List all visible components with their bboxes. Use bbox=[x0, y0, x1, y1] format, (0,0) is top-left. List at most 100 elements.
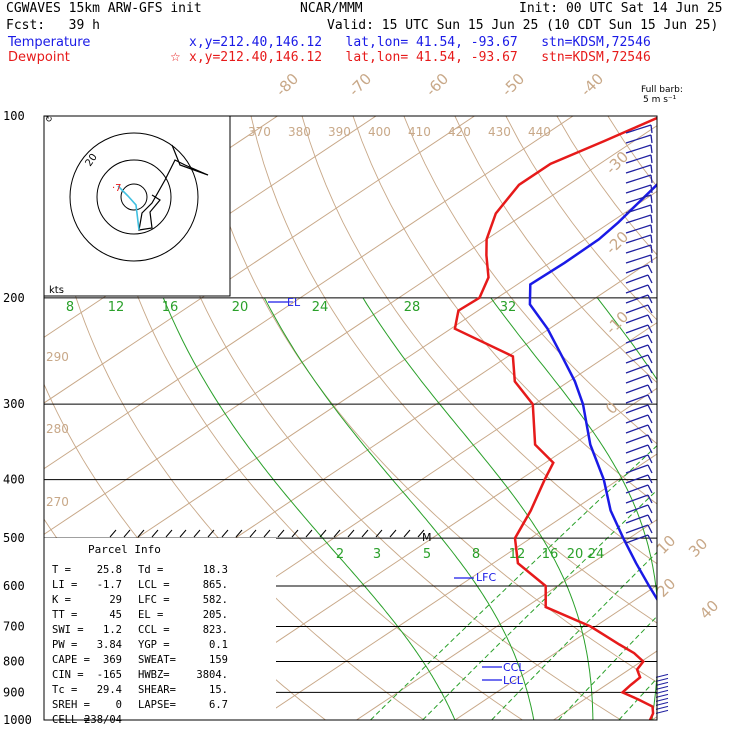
parcel-info-cell: 0 bbox=[116, 699, 122, 711]
parcel-info-cell: 3.84 bbox=[97, 639, 122, 651]
wind-barb-lowlevel bbox=[655, 709, 669, 714]
wind-barb-flag bbox=[625, 384, 649, 394]
hodograph-corner-glyph: ↻ bbox=[45, 115, 53, 125]
theta-label: 410 bbox=[408, 125, 431, 139]
wind-barb-staff bbox=[647, 274, 653, 284]
wind-barb-flag bbox=[625, 294, 649, 304]
hatch-mark bbox=[179, 529, 187, 538]
wind-barb-flag bbox=[625, 204, 652, 214]
parcel-info-cell: LFC = bbox=[138, 594, 170, 606]
hodograph-trace-lowlevel bbox=[117, 185, 140, 231]
wind-barb-flag bbox=[625, 444, 649, 454]
hatch-mark bbox=[221, 529, 229, 538]
hatch-mark bbox=[235, 529, 243, 538]
wind-barb-flag bbox=[625, 534, 649, 544]
hodograph-ring-inner bbox=[120, 183, 148, 211]
pressure-tick-label: 900 bbox=[3, 685, 25, 699]
level-label-lfc: LFC bbox=[476, 571, 496, 584]
mixing-ratio-label: 12 bbox=[108, 300, 125, 315]
hatch-mark bbox=[193, 529, 201, 538]
theta-label: 370 bbox=[248, 125, 271, 139]
parcel-info-cell: SWEAT= bbox=[138, 654, 176, 666]
wind-barb-staff bbox=[650, 174, 653, 184]
wind-barb-flag bbox=[625, 364, 649, 374]
wind-barb-staff bbox=[647, 434, 653, 444]
wind-barb-staff bbox=[650, 134, 653, 144]
wind-barb-staff bbox=[647, 444, 653, 454]
hatch-mark bbox=[263, 529, 271, 538]
parcel-info-cell: Tc = bbox=[52, 684, 77, 696]
wind-barb-staff bbox=[647, 364, 653, 374]
wind-barb-staff bbox=[647, 484, 653, 494]
mixing-ratio-line bbox=[558, 615, 657, 720]
wind-barb-staff bbox=[647, 324, 653, 334]
mixing-ratio-label: 2 bbox=[336, 547, 344, 562]
parcel-info-cell: EL = bbox=[138, 609, 163, 621]
parcel-info-cell: CCL = bbox=[138, 624, 170, 636]
mixing-ratio-label: 20 bbox=[232, 300, 249, 315]
hatch-mark bbox=[123, 529, 131, 538]
hodograph-ring-middle bbox=[96, 159, 172, 235]
wind-barb-legend-line1: Full barb: bbox=[641, 85, 683, 95]
wind-barb-lowlevel bbox=[655, 693, 669, 698]
wind-barb-flag bbox=[625, 434, 649, 444]
wind-barb-flag bbox=[625, 254, 652, 264]
wind-barb-staff bbox=[647, 374, 653, 384]
wind-barb-staff bbox=[647, 504, 653, 514]
theta-label: 380 bbox=[288, 125, 311, 139]
wind-barb-lowlevel bbox=[655, 685, 669, 690]
dry-adiabat-line bbox=[710, 116, 740, 733]
mixing-ratio-label: 5 bbox=[423, 547, 431, 562]
wind-barb-staff bbox=[647, 524, 653, 534]
dewpoint-profile-line bbox=[453, 116, 657, 720]
wind-barb-lowlevel bbox=[655, 673, 669, 678]
init-time: Init: 00 UTC Sat 14 Jun 25 bbox=[519, 1, 723, 16]
wind-barb-staff bbox=[650, 214, 653, 224]
wind-barb-flag bbox=[625, 424, 649, 434]
hatch-mark bbox=[361, 529, 369, 538]
parcel-info-cell: TT = bbox=[52, 609, 77, 621]
wind-barb-legend-line2: 5 m s⁻¹ bbox=[643, 95, 677, 105]
mixing-ratio-line bbox=[728, 298, 740, 720]
wind-barb-flag bbox=[625, 134, 652, 144]
wind-barb-staff bbox=[647, 474, 653, 484]
wind-barb-staff bbox=[650, 224, 653, 234]
forecast-hour: Fcst: 39 h bbox=[6, 18, 100, 33]
dry-adiabat-line bbox=[454, 116, 657, 384]
theta-label: 270 bbox=[46, 495, 69, 509]
wind-barb-staff bbox=[647, 354, 653, 364]
isotherm-line bbox=[159, 387, 657, 720]
wind-barb-staff bbox=[647, 314, 653, 324]
wind-barb-staff bbox=[647, 464, 653, 474]
temperature-profile-line bbox=[528, 182, 657, 602]
parcel-info-cell: YGP = bbox=[138, 639, 170, 651]
level-label-m: M bbox=[422, 531, 432, 544]
wind-barb-flag bbox=[625, 504, 649, 514]
mixing-ratio-label: 3 bbox=[373, 547, 381, 562]
wind-barb-flag bbox=[625, 474, 649, 484]
isotherm-line bbox=[44, 125, 657, 535]
pressure-tick-label: 300 bbox=[3, 397, 25, 411]
wind-barb-staff bbox=[650, 124, 653, 134]
wind-barb-flag bbox=[625, 494, 649, 504]
wind-barb-staff bbox=[647, 334, 653, 344]
wind-barb-flag bbox=[625, 524, 649, 534]
wind-barb-staff bbox=[650, 194, 653, 204]
valid-time: Valid: 15 UTC Sun 15 Jun 25 (10 CDT Sun … bbox=[327, 18, 719, 33]
hatch-mark bbox=[207, 529, 215, 538]
wind-barb-flag bbox=[625, 464, 649, 474]
wind-barb-staff bbox=[647, 514, 653, 524]
parcel-info-cell: 159 bbox=[209, 654, 228, 666]
wind-barb-staff bbox=[650, 254, 653, 264]
pressure-tick-label: 200 bbox=[3, 291, 25, 305]
hatch-mark bbox=[389, 529, 397, 538]
isotherm-line bbox=[44, 190, 657, 601]
level-label-lcl: LCL bbox=[503, 674, 524, 687]
theta-label: 400 bbox=[368, 125, 391, 139]
wind-barb-staff bbox=[647, 414, 653, 424]
dewpoint-star-marker: ☆ bbox=[170, 50, 181, 64]
parcel-info-cell: LAPSE= bbox=[138, 699, 176, 711]
wind-barb-flag bbox=[625, 264, 649, 274]
isotherm-label: -80 bbox=[272, 70, 302, 100]
